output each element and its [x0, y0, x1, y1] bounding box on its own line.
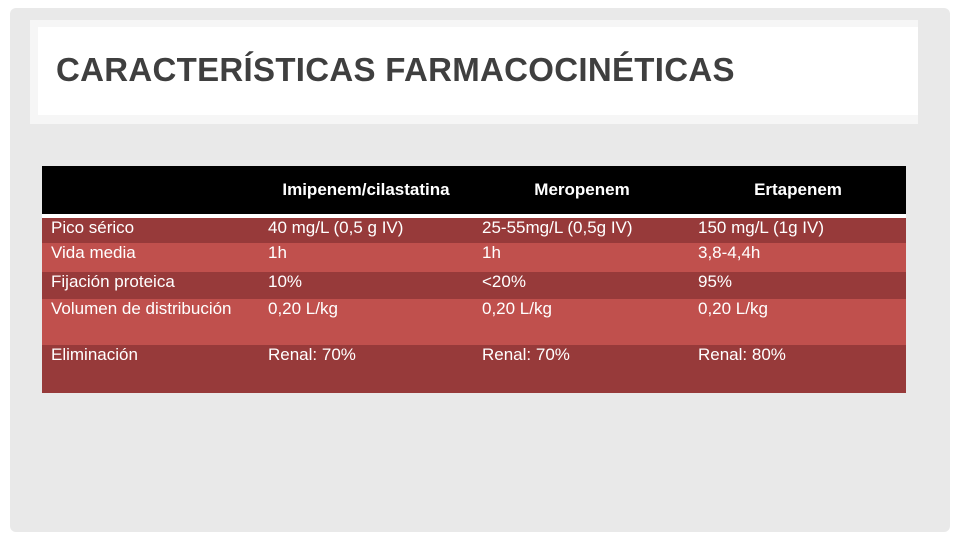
- row-label: Fijación proteica: [42, 272, 258, 299]
- cell-imipenem: 40 mg/L (0,5 g IV): [258, 216, 474, 243]
- row-label: Volumen de distribución: [42, 299, 258, 345]
- cell-ertapenem: Renal: 80%: [690, 345, 906, 393]
- title-inner: [38, 27, 918, 115]
- table-row-vida-media: Vida media 1h 1h 3,8-4,4h: [42, 243, 906, 272]
- table-header-row: Imipenem/cilastatina Meropenem Ertapenem: [42, 166, 906, 218]
- slide-title: CARACTERÍSTICAS FARMACOCINÉTICAS: [56, 51, 735, 88]
- header-ertapenem: Ertapenem: [690, 166, 906, 218]
- row-label: Eliminación: [42, 345, 258, 393]
- cell-meropenem: <20%: [474, 272, 690, 299]
- cell-imipenem: 0,20 L/kg: [258, 299, 474, 345]
- header-meropenem: Meropenem: [474, 166, 690, 218]
- table-row-pico-serico: Pico sérico 40 mg/L (0,5 g IV) 25-55mg/L…: [42, 216, 906, 243]
- cell-imipenem: Renal: 70%: [258, 345, 474, 393]
- cell-ertapenem: 0,20 L/kg: [690, 299, 906, 345]
- header-imipenem: Imipenem/cilastatina: [258, 166, 474, 218]
- table-row-eliminacion: Eliminación Renal: 70% Renal: 70% Renal:…: [42, 345, 906, 393]
- row-label: Vida media: [42, 243, 258, 272]
- table-row-fijacion-proteica: Fijación proteica 10% <20% 95%: [42, 272, 906, 299]
- cell-meropenem: 0,20 L/kg: [474, 299, 690, 345]
- cell-ertapenem: 95%: [690, 272, 906, 299]
- table-row-volumen-distribucion: Volumen de distribución 0,20 L/kg 0,20 L…: [42, 299, 906, 345]
- row-label: Pico sérico: [42, 216, 258, 243]
- header-empty: [42, 166, 258, 218]
- cell-meropenem: Renal: 70%: [474, 345, 690, 393]
- cell-ertapenem: 150 mg/L (1g IV): [690, 216, 906, 243]
- cell-meropenem: 1h: [474, 243, 690, 272]
- cell-ertapenem: 3,8-4,4h: [690, 243, 906, 272]
- cell-meropenem: 25-55mg/L (0,5g IV): [474, 216, 690, 243]
- cell-imipenem: 1h: [258, 243, 474, 272]
- cell-imipenem: 10%: [258, 272, 474, 299]
- pharmacokinetics-table: Imipenem/cilastatina Meropenem Ertapenem…: [42, 166, 906, 393]
